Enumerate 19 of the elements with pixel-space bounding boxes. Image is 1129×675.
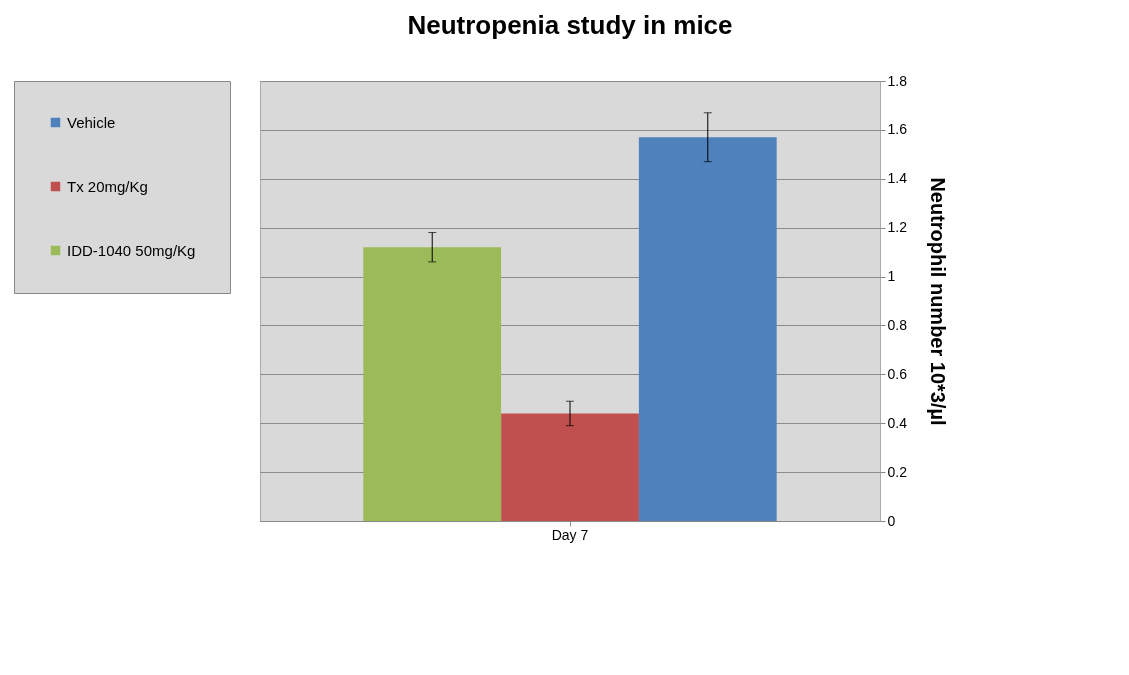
bar: [638, 137, 777, 521]
x-tick-label: Day 7: [551, 526, 589, 543]
y-tick-label: 0.6: [887, 365, 908, 382]
legend-label: Vehicle: [67, 113, 116, 131]
y-axis-title: Neutrophil number 10*3/µl: [926, 177, 949, 426]
y-tick-label: 1.4: [887, 170, 908, 187]
y-tick-label: 1.8: [887, 72, 908, 89]
legend-label: IDD-1040 50mg/Kg: [67, 241, 196, 259]
y-tick-label: 0.4: [887, 414, 908, 431]
bar: [501, 413, 639, 521]
y-tick-label: 1: [887, 268, 896, 285]
y-tick-label: 0.8: [887, 316, 908, 333]
y-tick-label: 1.2: [887, 219, 908, 236]
y-tick-label: 1.6: [887, 121, 908, 138]
y-tick-label: 0.2: [887, 463, 908, 480]
legend-label: Tx 20mg/Kg: [67, 177, 148, 195]
y-tick-label: 0: [887, 512, 896, 529]
bar: [363, 247, 502, 521]
chart-title: Neutropenia study in mice: [407, 10, 733, 40]
